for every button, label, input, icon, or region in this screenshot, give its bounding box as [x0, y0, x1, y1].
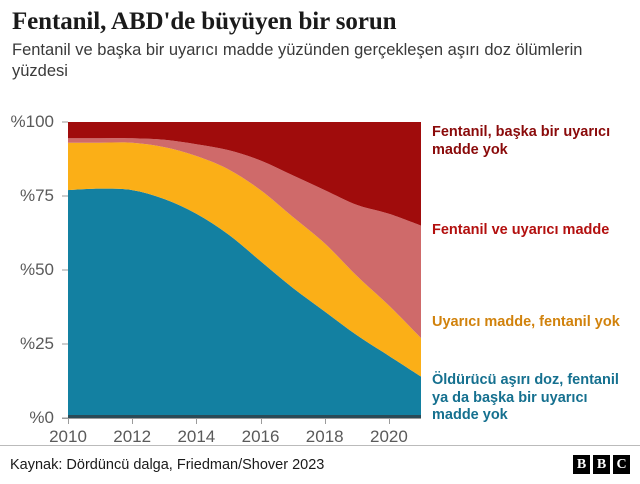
y-axis: %0 %25 %50 %75 %100	[0, 112, 68, 427]
x-axis-tick-mark	[132, 418, 134, 424]
chart-container: %0 %25 %50 %75 %100 2010 2012 2014 2016 2018 2020	[0, 110, 640, 446]
area-band	[68, 142, 421, 377]
y-axis-tick-label: %100	[10, 112, 54, 131]
x-axis-tick-label: 2010	[49, 427, 87, 446]
legend-item-1: Fentanil ve uyarıcı madde	[432, 222, 610, 238]
x-axis-tick-label: 2014	[177, 427, 216, 446]
y-axis-tick-label: %50	[19, 260, 54, 279]
chart-footer: Kaynak: Dördüncü dalga, Friedman/Shover …	[0, 445, 640, 484]
y-axis-tick-label: %25	[19, 334, 54, 353]
legend-item-0: Fentanil, başka bir uyarıcı madde yok	[432, 124, 611, 158]
chart-header: Fentanil, ABD'de büyüyen bir sorun Fenta…	[0, 0, 640, 82]
area-band	[68, 188, 421, 418]
y-axis-tick-mark	[62, 195, 68, 197]
plot-baseline	[68, 415, 421, 418]
x-axis-tick-label: 2020	[369, 427, 408, 446]
y-axis-tick-mark	[62, 343, 68, 345]
x-axis-tick-label: 2016	[241, 427, 280, 446]
x-axis-tick-mark	[388, 418, 390, 424]
x-axis-tick-mark	[324, 418, 326, 424]
chart-subtitle: Fentanil ve başka bir uyarıcı madde yüzü…	[12, 41, 583, 81]
bbc-logo-letter-1: B	[593, 455, 610, 474]
x-axis-tick-mark	[196, 418, 198, 424]
source-attribution: Kaynak: Dördüncü dalga, Friedman/Shover …	[10, 457, 325, 473]
plot-area	[68, 122, 421, 418]
legend-item-3: Öldürücü aşırı doz, fentanil ya da başka…	[432, 372, 619, 424]
page-title: Fentanil, ABD'de büyüyen bir sorun	[12, 8, 397, 35]
bbc-logo-letter-2: C	[613, 455, 630, 474]
chart-legend: Fentanil, başka bir uyarıcı madde yok Fen…	[432, 110, 636, 446]
y-axis-tick-mark	[62, 269, 68, 271]
area-band	[68, 138, 421, 339]
legend-item-2: Uyarıcı madde, fentanil yok	[432, 314, 620, 330]
x-axis-tick-mark	[68, 418, 69, 424]
x-axis-tick-label: 2018	[305, 427, 344, 446]
x-axis-tick-mark	[260, 418, 262, 424]
y-axis-tick-mark	[62, 121, 68, 123]
x-axis-tick-label: 2012	[113, 427, 152, 446]
area-band	[68, 122, 421, 226]
stacked-area-plot	[68, 122, 421, 418]
y-axis-tick-label: %0	[29, 408, 54, 427]
x-axis-line	[62, 418, 421, 419]
bbc-logo-letter-0: B	[573, 455, 590, 474]
y-axis-tick-label: %75	[19, 186, 54, 205]
